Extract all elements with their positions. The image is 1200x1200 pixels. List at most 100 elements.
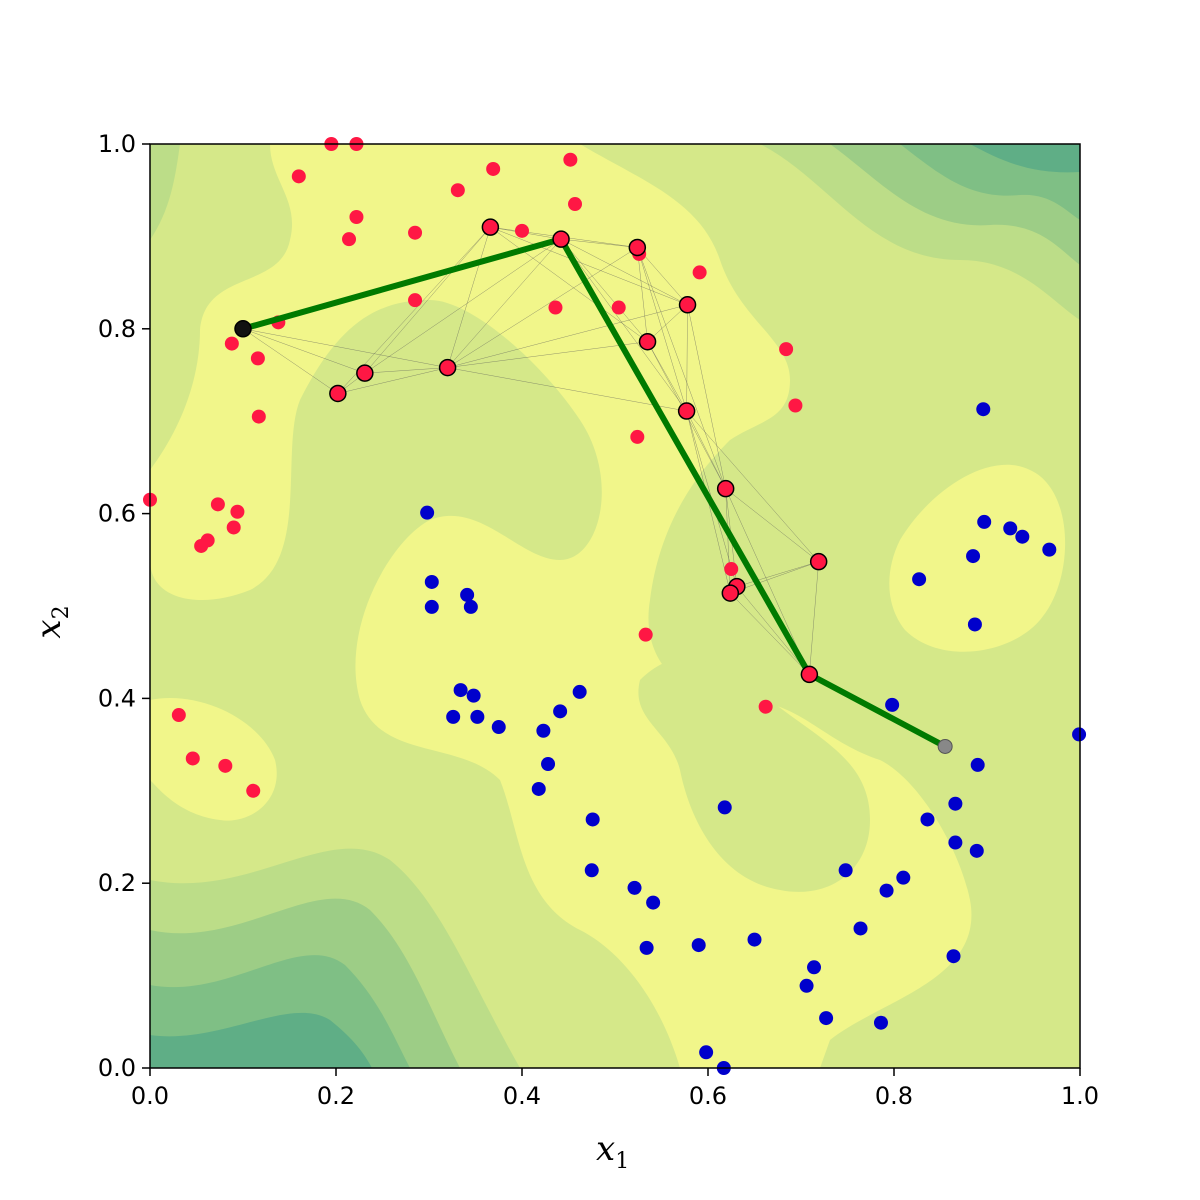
connection-line (637, 247, 726, 489)
connection-line (686, 304, 688, 412)
blue-point (463, 599, 478, 614)
connection-line (560, 238, 688, 305)
red-point (779, 342, 794, 357)
red-point (250, 351, 265, 366)
y-tick-label: 0.0 (98, 1054, 136, 1082)
x-axis-label: x1 (596, 1129, 629, 1174)
blue-point (536, 723, 551, 738)
path-node (628, 238, 647, 257)
blue-point (627, 880, 642, 895)
blue-point (699, 1045, 714, 1060)
red-point (788, 398, 803, 413)
connection-line (242, 328, 448, 368)
path-node (800, 665, 819, 684)
x-tick-label: 0.0 (131, 1082, 169, 1110)
red-point (486, 161, 501, 176)
path-node (721, 584, 740, 602)
red-point (230, 504, 245, 519)
path-node (481, 218, 500, 236)
blue-point (896, 870, 911, 885)
red-point (563, 152, 578, 167)
path-nodes (234, 218, 953, 754)
y-tick-label: 0.4 (98, 684, 136, 712)
red-point (210, 497, 225, 512)
blue-point (873, 1015, 888, 1030)
blue-point (920, 812, 935, 827)
path-end-node (937, 738, 953, 754)
y-axis-ticks: 0.0 0.2 0.4 0.6 0.8 1.0 (98, 130, 150, 1082)
red-point (408, 293, 423, 308)
red-point (568, 197, 583, 212)
red-point (349, 209, 364, 224)
connection-line (447, 304, 688, 368)
blue-point (912, 572, 927, 587)
blue-point (553, 704, 568, 719)
connection-line (647, 341, 687, 412)
red-point (724, 562, 739, 577)
connection-line (725, 488, 819, 562)
blue-point (446, 709, 461, 724)
connection-line (364, 226, 491, 374)
blue-point (948, 835, 963, 850)
blue-point (572, 684, 587, 699)
blue-point (970, 757, 985, 772)
blue-point (470, 709, 485, 724)
y-tick-label: 0.2 (98, 869, 136, 897)
connection-line (725, 488, 810, 675)
connection-line (736, 586, 810, 675)
path-node (809, 552, 828, 571)
optimal-path-line (242, 236, 947, 750)
blue-point (976, 402, 991, 417)
x-tick-label: 0.8 (875, 1082, 913, 1110)
connection-line (364, 238, 562, 374)
contour-band-tr-4 (970, 144, 1080, 173)
blue-point (819, 1011, 834, 1026)
red-point (218, 758, 233, 773)
blue-point (646, 895, 661, 910)
blue-point (717, 800, 732, 815)
blue-point (541, 757, 556, 772)
connection-line (560, 239, 687, 412)
blue-point (491, 720, 506, 735)
connection-lines (242, 226, 819, 675)
red-point (611, 300, 626, 315)
blue-point (969, 843, 984, 858)
connection-line (447, 239, 562, 368)
x-tick-label: 1.0 (1061, 1082, 1099, 1110)
connection-line (490, 226, 688, 306)
connection-line (809, 561, 819, 675)
blue-point (424, 574, 439, 589)
connection-line (637, 247, 648, 342)
blue-point (1015, 529, 1030, 544)
red-point (450, 183, 465, 198)
blue-point (967, 617, 982, 632)
connection-line (337, 367, 448, 394)
path-start-node (234, 320, 252, 338)
x-axis-ticks: 0.0 0.2 0.4 0.6 0.8 1.0 (131, 1068, 1099, 1110)
contour-inner-island (638, 658, 870, 892)
connection-line (447, 227, 491, 368)
blue-point (584, 863, 599, 878)
contour-band-left (150, 144, 180, 240)
connection-line (561, 238, 638, 248)
connection-line (736, 561, 819, 587)
blue-point (1042, 542, 1057, 557)
blue-point (885, 697, 900, 712)
red-point (226, 520, 241, 535)
blue-point (531, 781, 546, 796)
blue-point (1072, 727, 1087, 742)
red-point (692, 265, 707, 280)
path-node (678, 296, 697, 314)
red-point (185, 751, 200, 766)
blue-point (977, 514, 992, 529)
blue-point (639, 940, 654, 955)
y-axis-label: x2 (29, 605, 74, 638)
connection-line (686, 410, 726, 489)
y-tick-label: 0.6 (98, 500, 136, 528)
red-point (342, 232, 357, 247)
path-node (677, 402, 696, 420)
contour-band-bl-4 (150, 1012, 372, 1068)
connection-line (637, 247, 687, 412)
connection-line (242, 328, 339, 394)
